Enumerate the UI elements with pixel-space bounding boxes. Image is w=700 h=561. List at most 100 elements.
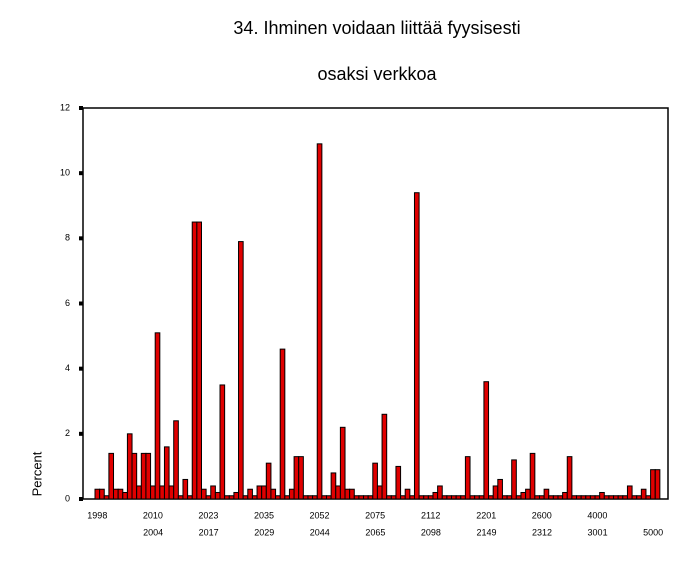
bar: [126, 433, 133, 500]
bar: [469, 495, 476, 500]
bar: [159, 485, 165, 500]
y-tick: [79, 106, 83, 110]
bar: [492, 485, 499, 500]
bar: [168, 485, 175, 500]
y-tick: [79, 301, 83, 306]
bar: [603, 495, 610, 500]
bar: [589, 495, 596, 500]
x-tick-label: 2023: [198, 510, 218, 520]
bar: [525, 488, 531, 500]
bar: [381, 413, 388, 500]
bar: [474, 495, 480, 500]
x-tick-label: 2149: [476, 527, 496, 537]
bar: [409, 495, 415, 500]
y-tick-label: 6: [65, 298, 70, 308]
bar: [339, 426, 346, 500]
plot-frame: [82, 107, 669, 500]
bar: [326, 495, 332, 500]
bar: [515, 495, 522, 500]
x-tick-label: 2201: [476, 510, 496, 520]
bar: [432, 491, 439, 500]
bar: [478, 495, 485, 500]
bar: [335, 485, 341, 500]
x-tick-label: 1998: [87, 510, 107, 520]
x-tick-label: 2035: [254, 510, 274, 520]
bar: [386, 495, 392, 500]
bar: [594, 495, 601, 500]
bar: [534, 495, 540, 500]
bar: [557, 495, 564, 500]
bar: [626, 485, 633, 500]
bar: [566, 456, 573, 500]
bar: [349, 488, 355, 500]
bar: [242, 495, 249, 500]
bar: [483, 381, 490, 500]
bar: [446, 495, 453, 500]
bar: [191, 221, 198, 500]
bar: [108, 452, 115, 500]
bar: [103, 495, 110, 500]
bar: [113, 488, 119, 500]
bar: [363, 495, 369, 500]
bar: [163, 446, 170, 500]
x-tick-label: 2017: [199, 527, 219, 537]
bar: [210, 485, 216, 500]
bar: [404, 488, 411, 500]
x-tick-label: 2029: [254, 527, 274, 537]
bar: [196, 221, 202, 500]
bar: [312, 495, 318, 500]
y-tick-label: 8: [65, 233, 70, 243]
bar: [279, 348, 286, 500]
x-tick-label: 3001: [588, 527, 608, 537]
bar: [187, 495, 193, 500]
bar: [650, 469, 656, 500]
bar: [622, 495, 628, 500]
x-tick-label: 2075: [365, 510, 385, 520]
bar: [238, 241, 244, 500]
bar: [511, 459, 517, 500]
bar: [94, 488, 101, 500]
bar: [214, 491, 221, 500]
bar: [617, 495, 624, 500]
bar: [640, 488, 647, 500]
bar: [298, 456, 304, 500]
bar: [538, 495, 545, 500]
bar: [580, 495, 587, 500]
bar: [288, 488, 295, 500]
bar: [177, 495, 184, 500]
bar: [437, 485, 443, 500]
bar: [548, 495, 554, 500]
bar: [316, 143, 323, 500]
bar: [576, 495, 582, 500]
bar: [233, 491, 240, 500]
y-tick-label: 4: [65, 363, 70, 373]
y-tick-label: 12: [60, 102, 70, 112]
bar: [261, 485, 267, 500]
bar: [455, 495, 462, 500]
bar: [488, 495, 494, 500]
bar: [645, 495, 652, 500]
bar: [247, 488, 253, 500]
y-tick: [79, 236, 83, 241]
y-tick-label: 2: [65, 428, 70, 438]
bar: [275, 495, 281, 500]
x-tick-label: 2004: [143, 527, 163, 537]
x-tick-label: 2010: [143, 510, 163, 520]
bar: [256, 485, 263, 500]
x-tick-label: 2112: [421, 510, 440, 520]
bar: [636, 495, 642, 500]
bar: [372, 462, 378, 500]
bar: [330, 472, 337, 500]
y-axis-label: Percent: [29, 451, 44, 496]
x-tick-label: 4000: [587, 510, 607, 520]
x-tick-label: 2065: [365, 527, 385, 537]
bar: [520, 491, 527, 500]
bar: [173, 420, 179, 500]
bar: [423, 495, 429, 500]
bar: [140, 452, 147, 500]
bar: [451, 495, 457, 500]
bar: [358, 495, 365, 500]
x-tick-label: 2600: [532, 510, 552, 520]
bar: [224, 495, 230, 500]
